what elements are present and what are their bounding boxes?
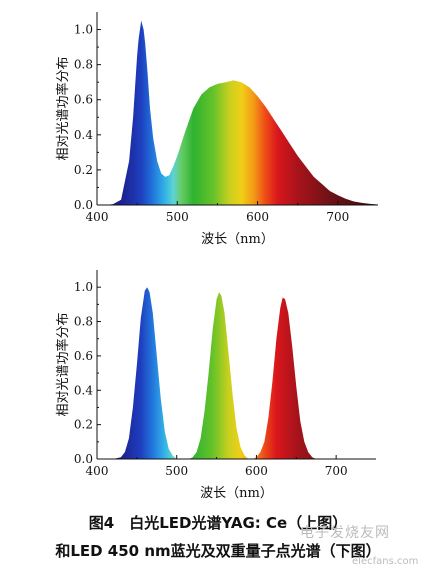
spectrum-area-2 (188, 292, 249, 459)
watermark-url: elecfans.com (352, 556, 419, 567)
x-tick-label: 700 (325, 464, 348, 478)
y-tick-label: 0.6 (74, 93, 93, 107)
x-axis-label: 波长（nm） (200, 486, 273, 501)
y-tick-label: 0.8 (74, 315, 93, 329)
spectrum-area-1 (112, 287, 177, 459)
y-tick-label: 1.0 (74, 23, 93, 37)
spectrum-area-1 (97, 20, 378, 205)
x-tick-label: 600 (246, 210, 269, 224)
x-tick-label: 700 (326, 210, 349, 224)
x-tick-label: 400 (86, 464, 109, 478)
spectrum-area-3 (252, 297, 317, 459)
x-tick-label: 600 (245, 464, 268, 478)
spectrum-chart-top: 400 500 600 700 0.0 0.2 0.4 0.6 0.8 1.0 波长（nm） 相对光谱… (55, 12, 378, 247)
x-tick-label: 400 (86, 210, 109, 224)
figure-caption-line-2: 和LED 450 nm蓝光及双重量子点光谱（下图） (55, 542, 381, 560)
y-tick-label: 0.4 (74, 128, 93, 142)
y-tick-label: 0.0 (74, 198, 93, 212)
y-tick-label: 0.2 (74, 163, 93, 177)
y-tick-label: 0.2 (74, 418, 93, 432)
y-axis-label: 相对光谱功率分布 (55, 312, 71, 416)
y-tick-label: 0.6 (74, 349, 93, 363)
y-tick-label: 0.8 (74, 58, 93, 72)
watermark-text: 电子发烧友网 (300, 525, 390, 541)
y-tick-label: 1.0 (74, 280, 93, 294)
y-tick-label: 0.0 (74, 452, 93, 466)
y-axis-label: 相对光谱功率分布 (55, 56, 71, 160)
x-tick-label: 500 (165, 464, 188, 478)
x-axis-label: 波长（nm） (201, 232, 274, 247)
y-tick-label: 0.4 (74, 383, 93, 397)
x-tick-label: 500 (166, 210, 189, 224)
figure-caption-line-1: 图4 白光LED光谱YAG: Ce（上图） (88, 514, 348, 532)
spectrum-chart-bottom: 400 500 600 700 0.0 0.2 0.4 0.6 0.8 1.0 波长（nm） 相对光谱… (55, 270, 376, 501)
